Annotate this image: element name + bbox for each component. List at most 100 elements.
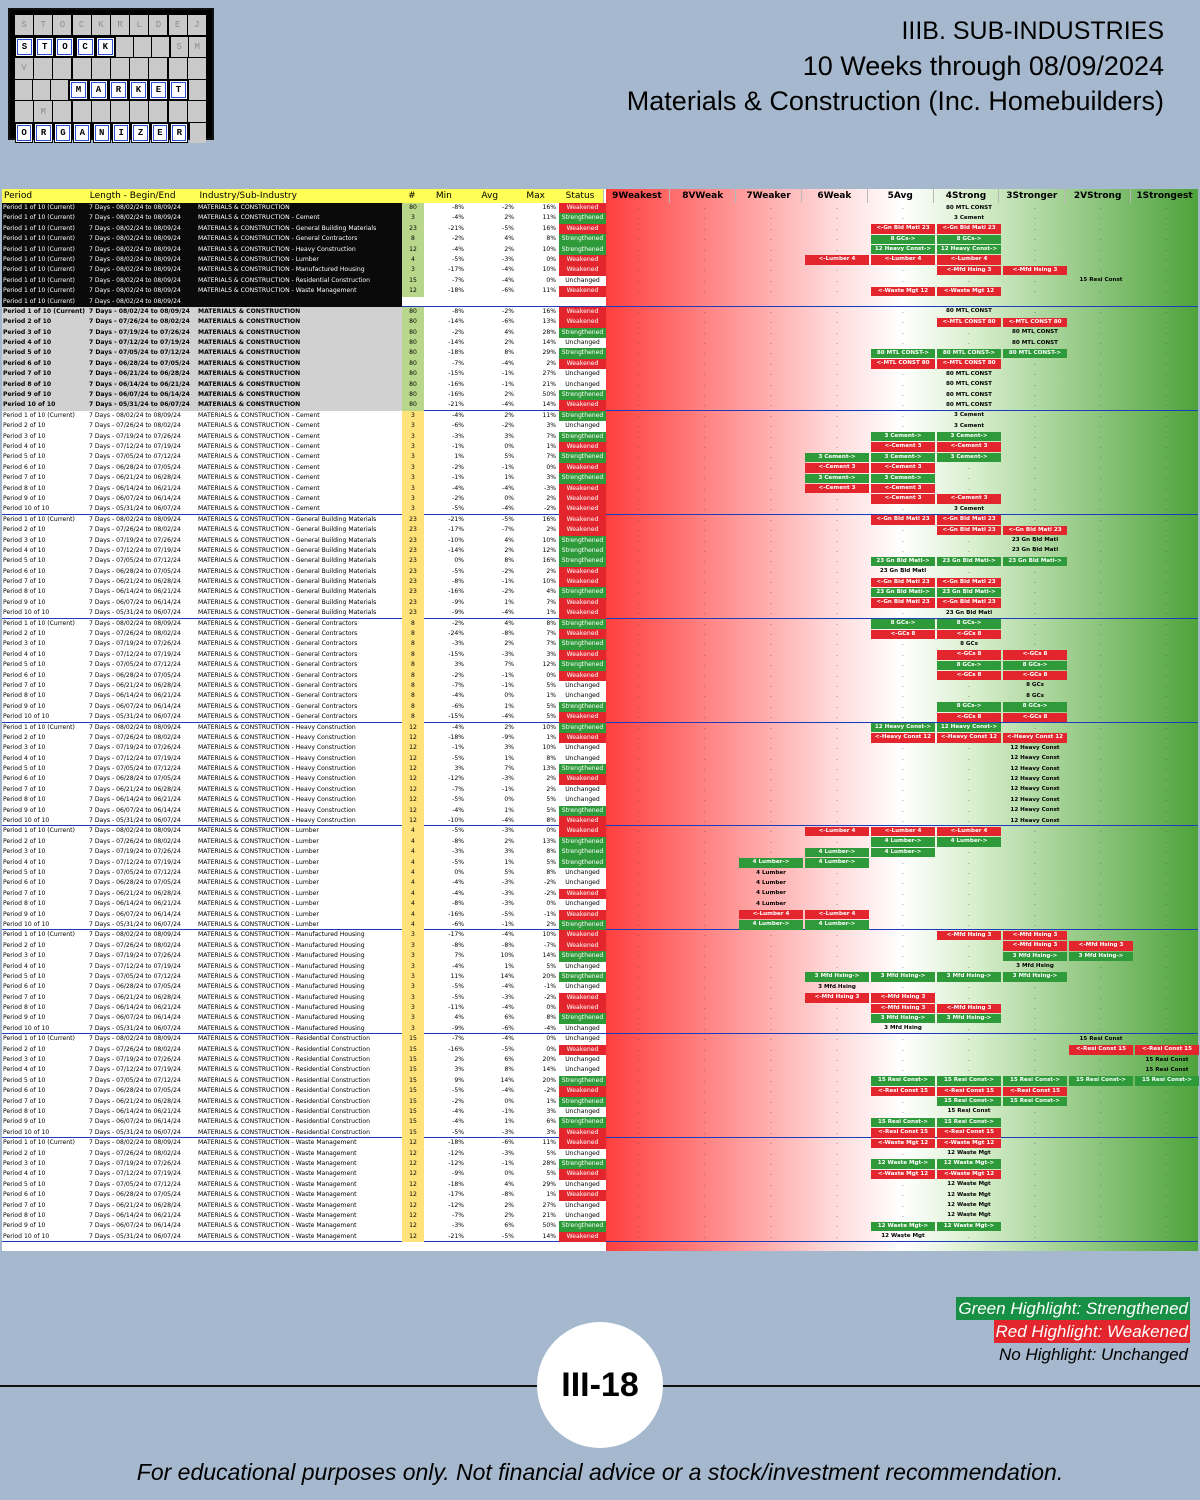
range-cell: 7 Days - 07/19/24 to 07/26/24 [89, 536, 181, 544]
industry-cell: MATERIALS & CONSTRUCTION - Manufactured … [198, 952, 365, 960]
min-cell: -12% [448, 775, 464, 783]
empty-rank-dot: . [638, 432, 640, 440]
empty-rank-dot: . [770, 1087, 772, 1095]
logo-letter [15, 101, 34, 122]
status-cell: Unchanged [565, 692, 600, 700]
empty-rank-dot: . [836, 1118, 838, 1126]
range-cell: 7 Days - 07/26/24 to 08/02/24 [89, 630, 181, 638]
range-cell: 7 Days - 07/05/24 to 07/12/24 [89, 972, 181, 980]
empty-rank-dot: . [836, 785, 838, 793]
logo-letter: D [149, 15, 168, 36]
empty-rank-dot: . [704, 681, 706, 689]
header-industry-sub-industry: Industry/Sub-Industry [197, 189, 401, 203]
empty-rank-dot: . [1100, 889, 1102, 897]
status-cell: Unchanged [565, 744, 600, 752]
rank-label: <-Mfd Hsing 3 [805, 993, 869, 1003]
empty-rank-dot: . [902, 1066, 904, 1074]
empty-rank-dot: . [638, 817, 640, 825]
max-cell: 8% [546, 235, 556, 243]
max-cell: 27% [542, 1201, 556, 1209]
industry-cell: MATERIALS & CONSTRUCTION - General Build… [198, 567, 377, 575]
empty-rank-dot: . [1100, 806, 1102, 814]
status-cell: Unchanged [565, 1035, 600, 1043]
avg-cell: 6% [504, 1056, 514, 1064]
empty-rank-dot: . [1100, 588, 1102, 596]
industry-cell: MATERIALS & CONSTRUCTION - General Build… [198, 609, 377, 617]
empty-rank-dot: . [836, 1139, 838, 1147]
logo-letter: E [149, 79, 168, 101]
table-row: Period 4 of 10 7 Days - 07/12/24 to 07/19… [2, 545, 1198, 557]
status-cell: Weakened [559, 286, 606, 297]
empty-rank-dot: . [638, 765, 640, 773]
industry-cell: MATERIALS & CONSTRUCTION - Lumber [198, 254, 402, 266]
min-cell: -5% [452, 983, 464, 991]
empty-rank-dot: . [1100, 255, 1102, 263]
empty-rank-dot: . [770, 1014, 772, 1022]
sub-industry-table: Period Length - Begin/End Industry/Sub-Ind… [2, 189, 1199, 1251]
industry-cell: MATERIALS & CONSTRUCTION - Manufactured … [198, 972, 365, 980]
count-cell: 8 [402, 712, 424, 723]
count-cell: 12 [402, 722, 424, 733]
header-max: Max [514, 189, 557, 203]
empty-rank-dot: . [1166, 318, 1168, 326]
empty-rank-dot: . [638, 1149, 640, 1157]
rank-label: 15 Resi Const-> [871, 1076, 935, 1086]
rank-label: 8 GCs [1026, 682, 1044, 689]
empty-rank-dot: . [638, 484, 640, 492]
status-cell: Unchanged [565, 869, 600, 876]
avg-cell: 8% [504, 557, 514, 565]
empty-rank-dot: . [902, 1045, 904, 1053]
table-row: Period 2 of 10 7 Days - 07/26/24 to 08/02… [2, 1044, 1199, 1056]
period-cell: Period 1 of 10 (Current) [3, 234, 88, 245]
table-row: Period 3 of 10 7 Days - 07/19/24 to 07/26… [2, 327, 1198, 339]
table-row: Period 7 of 10 7 Days - 06/21/24 to 06/28… [2, 680, 1198, 692]
range-cell: 7 Days - 07/05/24 to 07/12/24 [89, 453, 181, 461]
period-cell: Period 3 of 10 [3, 536, 46, 544]
max-cell: 11% [542, 411, 556, 419]
empty-rank-dot: . [638, 889, 640, 897]
table-row: Period 2 of 10 7 Days - 07/26/24 to 08/02… [2, 421, 1198, 432]
rank-label: <-Gn Bld Matl 23 [937, 525, 1001, 535]
rank-label: 12 Waste Mgt-> [871, 1159, 935, 1169]
empty-rank-dot: . [638, 640, 640, 648]
status-cell: Strengthened [559, 805, 606, 817]
empty-rank-dot: . [902, 702, 904, 710]
empty-rank-dot: . [1166, 744, 1168, 752]
industry-cell: MATERIALS & CONSTRUCTION - Heavy Constru… [198, 775, 356, 783]
empty-rank-dot: . [1034, 806, 1036, 814]
industry-cell: MATERIALS & CONSTRUCTION [198, 400, 402, 411]
empty-rank-dot: . [1166, 349, 1168, 357]
rank-label: 12 Heavy Const [1010, 817, 1060, 824]
avg-cell: 6% [504, 1222, 514, 1230]
table-row: Period 3 of 10 7 Days - 07/19/24 to 07/26… [2, 535, 1198, 546]
max-cell: 0% [546, 1035, 556, 1043]
rank-label: 12 Heavy Const [1010, 744, 1060, 751]
count-cell: 12 [402, 732, 424, 744]
avg-cell: 2% [504, 546, 514, 554]
empty-rank-dot: . [638, 255, 640, 263]
empty-rank-dot: . [902, 1232, 904, 1240]
count-cell: 8 [402, 680, 424, 692]
count-cell: 23 [402, 608, 424, 619]
empty-rank-dot: . [836, 391, 838, 399]
max-cell: 10% [542, 744, 556, 752]
period-cell: Period 3 of 10 [3, 432, 46, 440]
empty-rank-dot: . [638, 578, 640, 586]
empty-rank-dot: . [704, 1035, 706, 1043]
count-cell: 3 [402, 431, 424, 442]
empty-rank-dot: . [968, 339, 970, 347]
min-cell: -9% [452, 1170, 464, 1178]
range-cell: 7 Days - 07/05/24 to 07/12/24 [89, 348, 197, 359]
status-cell: Weakened [559, 483, 606, 494]
empty-rank-dot: . [968, 484, 970, 492]
max-cell: 29% [542, 349, 556, 357]
empty-rank-dot: . [1166, 817, 1168, 825]
avg-cell: -4% [502, 1087, 514, 1095]
rank-label: <-Waste Mgt 12 [871, 1138, 935, 1149]
count-cell: 23 [402, 514, 424, 526]
rank-label: 80 MTL CONST-> [871, 348, 935, 359]
empty-rank-dot: . [704, 1045, 706, 1053]
empty-rank-dot: . [968, 692, 970, 700]
